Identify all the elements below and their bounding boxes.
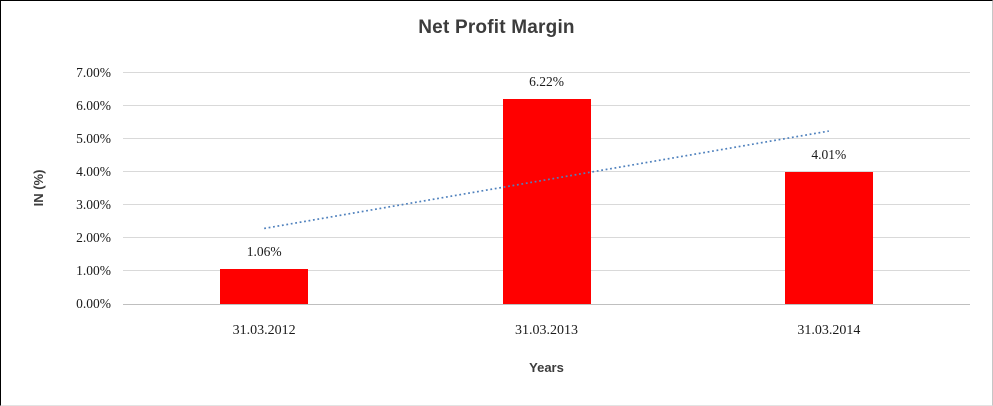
data-label: 6.22% (529, 73, 564, 89)
bar-31.03.2014 (784, 171, 873, 304)
chart-title: Net Profit Margin (418, 17, 575, 38)
x-tick-label: 31.03.2012 (232, 323, 296, 338)
y-tick-label: 3.00% (76, 197, 111, 212)
data-label: 4.01% (811, 146, 847, 162)
y-tick-label: 5.00% (76, 131, 111, 146)
y-tick-label: 1.00% (76, 263, 111, 278)
y-tick-label: 6.00% (76, 98, 111, 113)
trendline (264, 130, 829, 230)
y-tick-label: 0.00% (76, 296, 111, 311)
bar-31.03.2013 (502, 98, 591, 304)
x-axis-line (123, 304, 970, 305)
bar-31.03.2012 (220, 269, 309, 304)
x-axis-title: Years (529, 360, 564, 375)
plot-area: 1.06% 6.22% 4.01% (123, 72, 970, 305)
y-tick-label: 4.00% (76, 164, 111, 179)
y-tick-label: 7.00% (76, 65, 111, 80)
x-tick-label: 31.03.2014 (797, 323, 861, 338)
x-tick-label: 31.03.2013 (515, 323, 578, 338)
gridline (123, 72, 970, 73)
data-label: 1.06% (246, 244, 282, 260)
y-tick-label: 2.00% (76, 230, 111, 245)
